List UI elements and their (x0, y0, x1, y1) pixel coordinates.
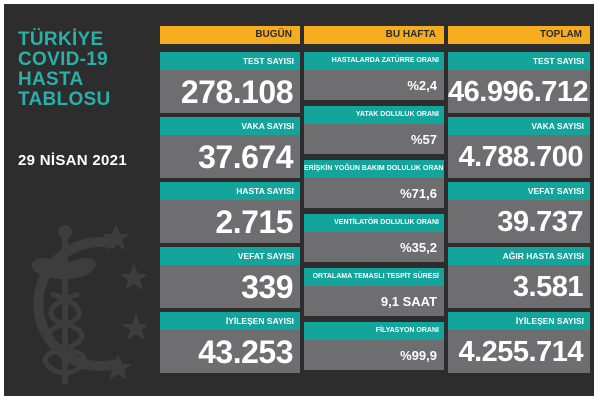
stat-card-today-recovered: İYİLEŞEN SAYISI 43.253 (160, 312, 300, 373)
covid-table-board: TÜRKİYE COVID-19 HASTA TABLOSU 29 NİSAN … (4, 4, 594, 396)
card-label: İYİLEŞEN SAYISI (160, 312, 300, 330)
card-label: FİLYASYON ORANI (304, 322, 444, 340)
card-label: TEST SAYISI (448, 52, 590, 70)
card-value: %57 (304, 124, 444, 154)
stat-card-today-patients: HASTA SAYISI 2.715 (160, 182, 300, 243)
stat-card-icu-occupancy: ERİŞKİN YOĞUN BAKIM DOLULUK ORANI %71,6 (304, 160, 444, 208)
card-label: ERİŞKİN YOĞUN BAKIM DOLULUK ORANI (304, 160, 444, 178)
stat-card-today-cases: VAKA SAYISI 37.674 (160, 117, 300, 178)
card-value: 3.581 (448, 265, 590, 308)
title-line: TÜRKİYE (18, 29, 104, 50)
card-value: 39.737 (448, 200, 590, 243)
card-label: VEFAT SAYISI (160, 247, 300, 265)
today-column: BUGÜN TEST SAYISI 278.108 VAKA SAYISI 37… (160, 26, 300, 373)
stat-card-contact-detection-time: ORTALAMA TEMASLI TESPİT SÜRESİ 9,1 SAAT (304, 268, 444, 316)
card-label: AĞIR HASTA SAYISI (448, 247, 590, 265)
column-header-today: BUGÜN (160, 26, 300, 44)
title-line: HASTA (18, 69, 84, 90)
card-label: VAKA SAYISI (160, 117, 300, 135)
card-label: VAKA SAYISI (448, 117, 590, 135)
card-value: 2.715 (160, 200, 300, 243)
card-label: İYİLEŞEN SAYISI (448, 312, 590, 330)
card-label: HASTALARDA ZATÜRRE ORANI (304, 52, 444, 70)
title-line: COVID-19 (18, 49, 109, 70)
stat-card-total-severe-patients: AĞIR HASTA SAYISI 3.581 (448, 247, 590, 308)
stat-card-today-deaths: VEFAT SAYISI 339 (160, 247, 300, 308)
stat-card-total-cases: VAKA SAYISI 4.788.700 (448, 117, 590, 178)
stat-card-ventilator-occupancy: VENTİLATÖR DOLULUK ORANI %35,2 (304, 214, 444, 262)
card-label: TEST SAYISI (160, 52, 300, 70)
stat-card-filiation-rate: FİLYASYON ORANI %99,9 (304, 322, 444, 370)
card-label: YATAK DOLULUK ORANI (304, 106, 444, 124)
report-date: 29 NİSAN 2021 (18, 152, 127, 169)
stat-card-today-tests: TEST SAYISI 278.108 (160, 52, 300, 113)
card-label: VENTİLATÖR DOLULUK ORANI (304, 214, 444, 232)
stat-card-pneumonia-rate: HASTALARDA ZATÜRRE ORANI %2,4 (304, 52, 444, 100)
title-line: TABLOSU (18, 89, 111, 110)
card-value: 46.996.712 (448, 70, 590, 113)
stat-card-bed-occupancy: YATAK DOLULUK ORANI %57 (304, 106, 444, 154)
card-value: 37.674 (160, 135, 300, 178)
stat-card-total-deaths: VEFAT SAYISI 39.737 (448, 182, 590, 243)
card-label: HASTA SAYISI (160, 182, 300, 200)
card-value: 43.253 (160, 330, 300, 373)
card-value: %2,4 (304, 70, 444, 100)
card-label: VEFAT SAYISI (448, 182, 590, 200)
stat-card-total-tests: TEST SAYISI 46.996.712 (448, 52, 590, 113)
card-label: ORTALAMA TEMASLI TESPİT SÜRESİ (304, 268, 444, 286)
card-value: 4.255.714 (448, 330, 590, 373)
card-value: %99,9 (304, 340, 444, 370)
total-column: TOPLAM TEST SAYISI 46.996.712 VAKA SAYIS… (448, 26, 590, 373)
column-header-this-week: BU HAFTA (304, 26, 444, 44)
card-value: %71,6 (304, 178, 444, 208)
page-title: TÜRKİYE COVID-19 HASTA TABLOSU (18, 30, 158, 110)
card-value: 4.788.700 (448, 135, 590, 178)
card-value: %35,2 (304, 232, 444, 262)
card-value: 9,1 SAAT (304, 286, 444, 316)
card-value: 278.108 (160, 70, 300, 113)
card-value: 339 (160, 265, 300, 308)
this-week-column: BU HAFTA HASTALARDA ZATÜRRE ORANI %2,4 Y… (304, 26, 444, 371)
column-header-total: TOPLAM (448, 26, 590, 44)
stat-card-total-recovered: İYİLEŞEN SAYISI 4.255.714 (448, 312, 590, 373)
caduceus-crescent-stars-icon (31, 224, 146, 384)
